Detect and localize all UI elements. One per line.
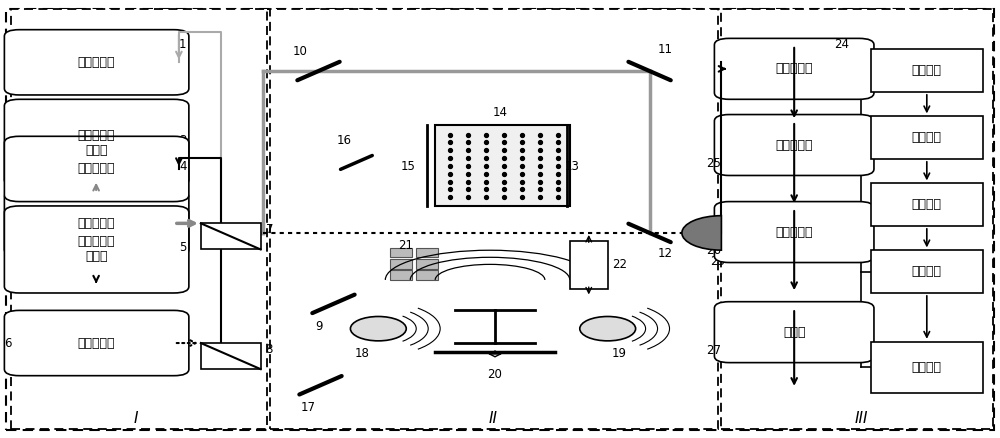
FancyBboxPatch shape: [4, 136, 189, 201]
Text: 18: 18: [355, 347, 370, 360]
Text: 16: 16: [337, 134, 352, 147]
FancyBboxPatch shape: [4, 206, 189, 293]
FancyBboxPatch shape: [390, 259, 412, 268]
Text: 25: 25: [707, 157, 721, 170]
Text: 23: 23: [710, 254, 725, 268]
Text: 9: 9: [315, 320, 322, 333]
Text: 幅度测量: 幅度测量: [912, 131, 942, 144]
FancyBboxPatch shape: [4, 99, 189, 186]
Text: 19: 19: [612, 347, 627, 360]
Text: 耦合激光器
控制器: 耦合激光器 控制器: [78, 129, 115, 157]
Text: 探测激光器
控制器: 探测激光器 控制器: [78, 236, 115, 264]
Text: 7: 7: [266, 223, 273, 237]
Text: 14: 14: [492, 106, 508, 119]
FancyBboxPatch shape: [714, 115, 874, 176]
FancyBboxPatch shape: [270, 9, 718, 429]
Text: 锁频控制器: 锁频控制器: [78, 162, 115, 176]
Text: 锁相放大器: 锁相放大器: [775, 62, 813, 75]
Text: 6: 6: [4, 336, 11, 350]
FancyBboxPatch shape: [721, 9, 993, 429]
Text: 锁频控制器: 锁频控制器: [78, 56, 115, 69]
Text: 22: 22: [612, 258, 627, 271]
Text: 26: 26: [706, 244, 721, 257]
Circle shape: [580, 317, 636, 341]
Text: 17: 17: [301, 401, 316, 414]
Text: 15: 15: [401, 160, 416, 173]
Text: 3: 3: [4, 217, 11, 230]
Text: 波形采集器: 波形采集器: [775, 138, 813, 152]
FancyBboxPatch shape: [416, 259, 438, 268]
Text: 二维绘制: 二维绘制: [912, 361, 942, 374]
Polygon shape: [201, 343, 261, 369]
Text: 5: 5: [179, 241, 186, 254]
Text: 信号处理器: 信号处理器: [775, 226, 813, 239]
Text: 线性拟合: 线性拟合: [912, 198, 942, 211]
Text: III: III: [854, 411, 868, 426]
FancyBboxPatch shape: [871, 116, 983, 159]
Text: 探测激光器: 探测激光器: [78, 336, 115, 350]
Text: 耦合激光器: 耦合激光器: [78, 217, 115, 230]
Text: 24: 24: [834, 39, 849, 51]
Text: 21: 21: [398, 239, 413, 252]
Text: 4: 4: [179, 160, 186, 173]
Circle shape: [350, 317, 406, 341]
FancyBboxPatch shape: [871, 49, 983, 92]
Text: 光谱分析: 光谱分析: [912, 64, 942, 77]
FancyBboxPatch shape: [416, 248, 438, 257]
FancyBboxPatch shape: [416, 270, 438, 280]
FancyBboxPatch shape: [871, 251, 983, 293]
Text: 8: 8: [266, 343, 273, 356]
FancyBboxPatch shape: [714, 39, 874, 99]
FancyBboxPatch shape: [714, 302, 874, 363]
FancyBboxPatch shape: [4, 30, 189, 95]
FancyBboxPatch shape: [6, 9, 994, 430]
FancyBboxPatch shape: [570, 241, 608, 289]
FancyBboxPatch shape: [390, 248, 412, 257]
Text: 1: 1: [179, 39, 186, 51]
FancyBboxPatch shape: [4, 191, 189, 256]
FancyBboxPatch shape: [4, 311, 189, 376]
FancyBboxPatch shape: [714, 201, 874, 262]
Text: 12: 12: [658, 247, 673, 260]
Text: 13: 13: [564, 160, 579, 173]
Polygon shape: [201, 223, 261, 250]
Text: 27: 27: [706, 344, 721, 357]
Text: 11: 11: [658, 43, 673, 56]
FancyBboxPatch shape: [390, 270, 412, 280]
FancyBboxPatch shape: [871, 342, 983, 393]
Text: 显示屏: 显示屏: [783, 326, 805, 339]
Text: 20: 20: [488, 368, 502, 381]
Wedge shape: [682, 215, 721, 250]
FancyBboxPatch shape: [435, 125, 570, 206]
Text: 10: 10: [293, 45, 308, 58]
Text: 缝隙计算: 缝隙计算: [912, 265, 942, 278]
Text: II: II: [489, 411, 498, 426]
Text: I: I: [134, 411, 138, 426]
Text: 2: 2: [179, 134, 186, 147]
FancyBboxPatch shape: [11, 9, 267, 429]
FancyBboxPatch shape: [871, 184, 983, 226]
